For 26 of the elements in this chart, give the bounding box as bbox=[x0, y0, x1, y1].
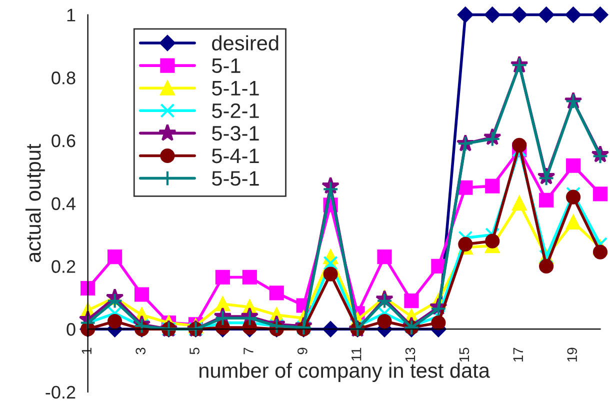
x-axis-title: number of company in test data bbox=[200, 362, 490, 382]
x-tick-label: 3 bbox=[136, 348, 146, 354]
y-axis-title: actual output bbox=[26, 144, 45, 262]
x-tick-label: 5 bbox=[190, 348, 200, 354]
y-tick-label: 0.4 bbox=[52, 197, 76, 210]
x-tick-label: 17 bbox=[513, 348, 523, 362]
y-tick-label: -0.2 bbox=[46, 386, 76, 399]
y-tick-label: 0.2 bbox=[52, 260, 76, 273]
legend-label: 5-3-1 bbox=[212, 126, 259, 141]
y-tick-label: 0.6 bbox=[52, 134, 76, 148]
x-tick-label: 7 bbox=[244, 348, 254, 354]
legend-label: 5-2-1 bbox=[212, 103, 259, 118]
legend-label: 5-1 bbox=[212, 58, 240, 74]
x-tick-label: 15 bbox=[459, 348, 470, 362]
x-tick-label: 9 bbox=[297, 348, 308, 354]
x-tick-label: 1 bbox=[82, 348, 92, 354]
y-tick-label: 0 bbox=[66, 323, 76, 336]
y-tick-label: 1 bbox=[67, 8, 76, 22]
legend-label: 5-4-1 bbox=[212, 148, 259, 164]
x-tick-label: 11 bbox=[352, 348, 362, 361]
legend-label: desired bbox=[212, 35, 278, 50]
x-tick-label: 13 bbox=[405, 348, 416, 362]
x-tick-label: 19 bbox=[567, 348, 577, 362]
legend-label: 5-1-1 bbox=[212, 81, 259, 96]
legend-label: 5-5-1 bbox=[212, 171, 259, 186]
y-tick-label: 0.8 bbox=[52, 72, 76, 84]
